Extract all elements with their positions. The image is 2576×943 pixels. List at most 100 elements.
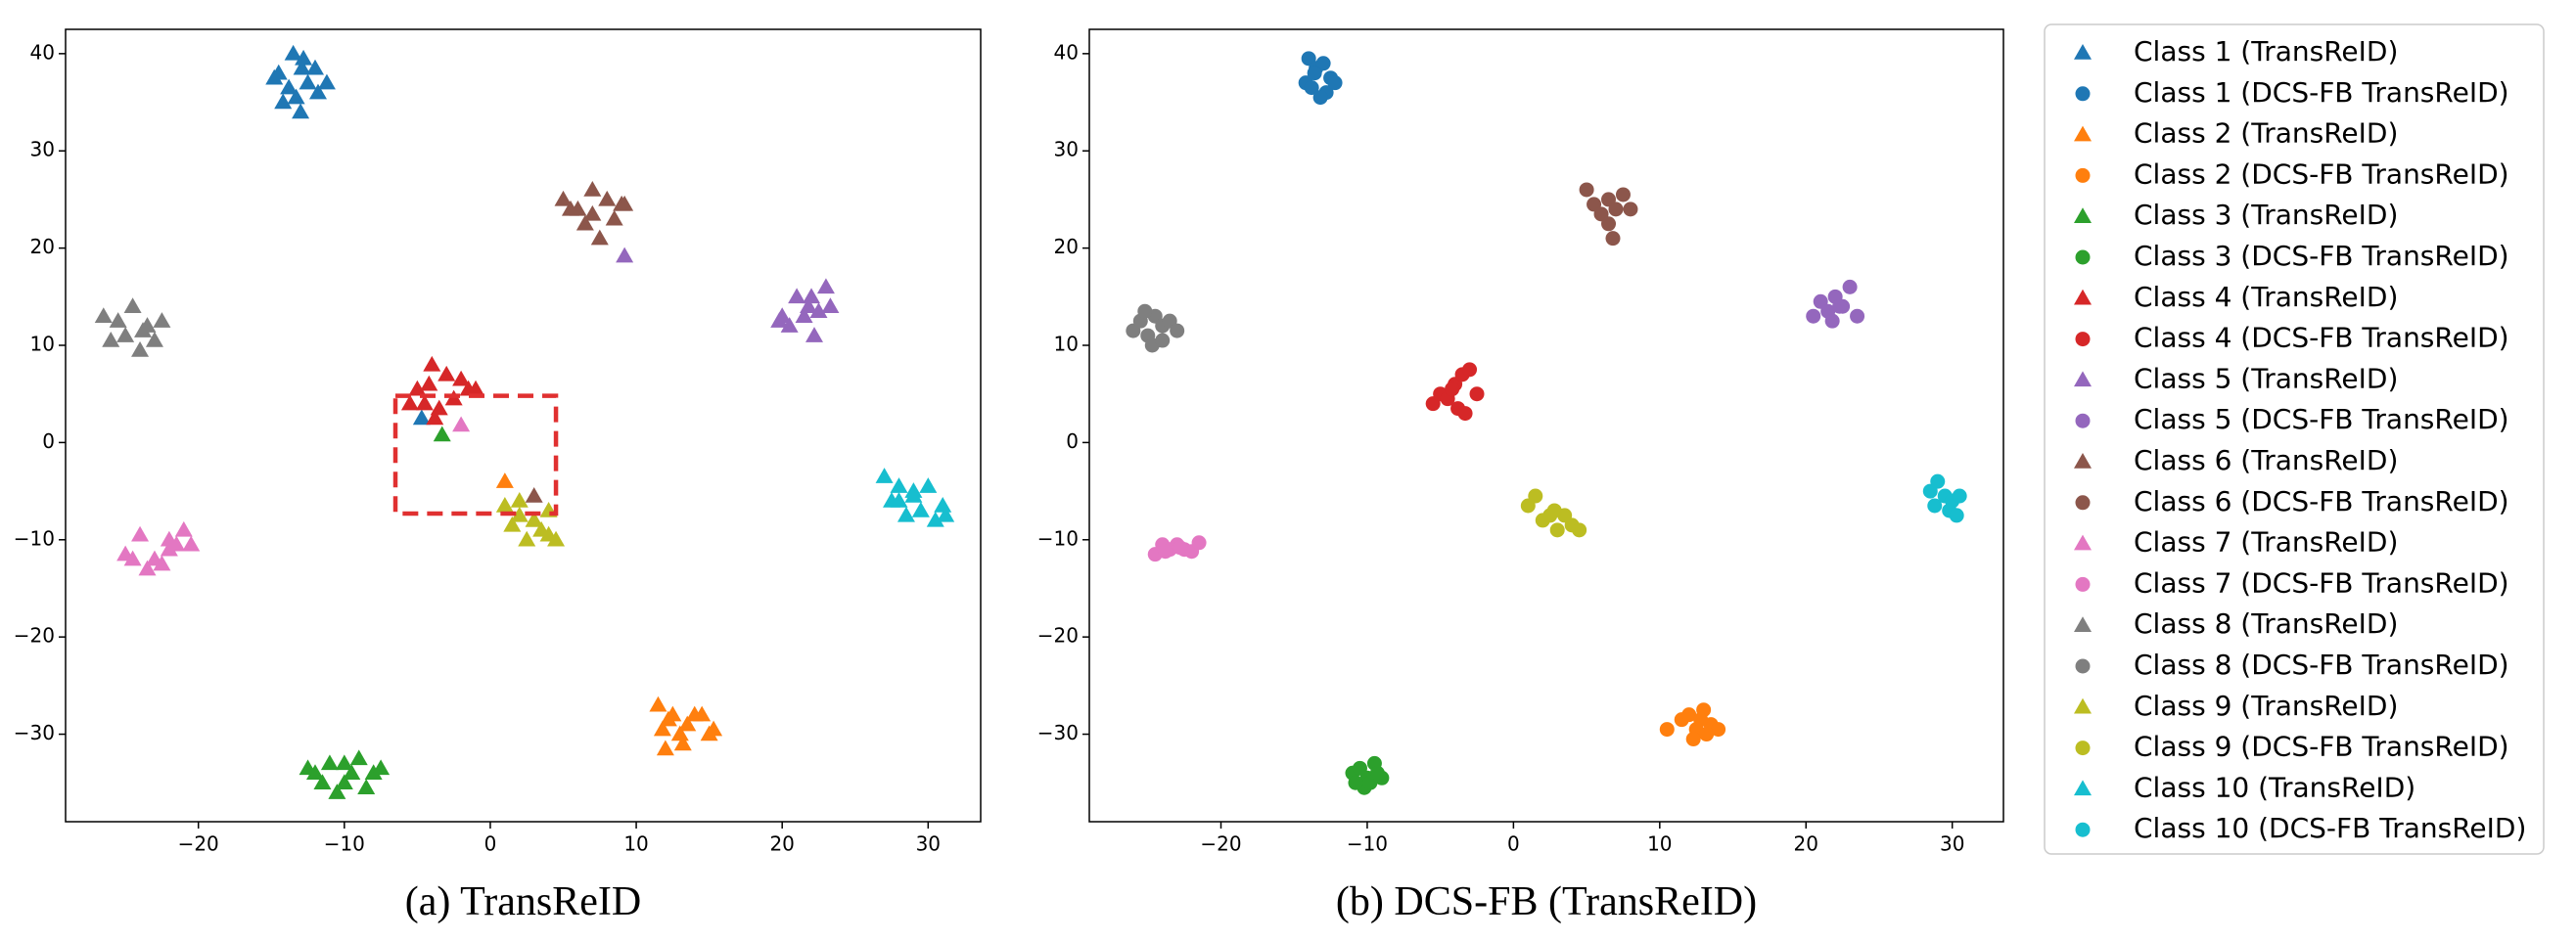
triangle-point <box>265 68 284 85</box>
triangle-point <box>934 496 952 513</box>
triangle-point <box>423 355 441 372</box>
triangle-point <box>102 332 120 347</box>
circle-point <box>1315 56 1331 71</box>
y-tick-label: 40 <box>30 40 55 64</box>
triangle-point <box>649 696 667 712</box>
highlight-box <box>392 393 559 516</box>
triangle-point <box>452 370 471 386</box>
y-tick-label: 0 <box>42 429 55 453</box>
triangle-point <box>805 327 823 342</box>
triangle-point <box>131 525 150 542</box>
legend-label: Class 1 (DCS-FB TransReID) <box>2134 76 2509 109</box>
legend-marker <box>2074 534 2092 551</box>
legend-marker <box>2074 616 2092 632</box>
triangle-point <box>800 297 818 314</box>
triangle-point <box>897 506 915 522</box>
triangle-point <box>890 492 908 508</box>
triangle-point <box>287 88 305 105</box>
triangle-point <box>518 530 536 547</box>
triangle-point <box>284 44 302 61</box>
y-tick-label: 0 <box>1066 429 1079 453</box>
triangle-point <box>890 477 908 493</box>
triangle-point <box>821 297 840 314</box>
triangle-point <box>926 511 944 527</box>
circle-point <box>1842 279 1858 294</box>
caption: (b) DCS-FB (TransReID) <box>1336 879 1757 924</box>
legend-marker <box>2075 658 2091 674</box>
circle-point <box>1711 722 1726 738</box>
triangle-point <box>280 78 299 95</box>
triangle-point <box>131 340 150 357</box>
triangle-point <box>452 416 471 432</box>
circle-point <box>1832 298 1848 314</box>
triangle-point <box>349 749 368 766</box>
x-tick-label: 30 <box>916 832 941 856</box>
circle-point <box>1155 333 1171 348</box>
triangle-point <box>426 409 444 426</box>
y-tick-label: 10 <box>1054 333 1079 356</box>
triangle-point <box>670 725 689 741</box>
y-tick-label: −30 <box>1037 721 1079 744</box>
legend-marker <box>2075 249 2091 265</box>
circle-point <box>1348 775 1363 790</box>
triangle-point <box>656 740 674 756</box>
plot-frame <box>65 28 982 823</box>
circle-point <box>1173 540 1188 556</box>
legend-label: Class 6 (TransReID) <box>2134 444 2398 476</box>
triangle-point <box>678 715 697 732</box>
triangle-point <box>328 784 346 799</box>
legend-label: Class 5 (DCS-FB TransReID) <box>2134 403 2509 435</box>
triangle-point <box>94 307 113 323</box>
triangle-point <box>317 73 336 90</box>
triangle-point <box>433 426 451 442</box>
triangle-point <box>308 83 327 100</box>
triangle-point <box>616 195 634 211</box>
legend-marker <box>2075 413 2091 428</box>
x-tick-label: −10 <box>324 832 365 856</box>
triangle-point <box>525 487 543 503</box>
circle-point <box>1952 488 1967 504</box>
legend-marker <box>2075 576 2091 592</box>
y-tick-label: −20 <box>14 624 55 648</box>
legend-marker <box>2075 741 2091 756</box>
triangle-point <box>320 754 339 771</box>
x-tick-label: 30 <box>1940 832 1964 856</box>
legend-marker <box>2074 780 2092 796</box>
triangle-point <box>153 312 171 328</box>
legend-label: Class 2 (DCS-FB TransReID) <box>2134 157 2509 190</box>
triangle-point <box>495 496 514 513</box>
circle-point <box>1681 707 1697 723</box>
legend-marker <box>2074 125 2092 142</box>
triangle-point <box>605 209 623 226</box>
triangle-point <box>653 720 671 737</box>
triangle-point <box>343 764 361 781</box>
triangle-point <box>693 705 712 722</box>
circle-point <box>1369 765 1385 781</box>
circle-point <box>1623 202 1638 217</box>
triangle-point <box>503 516 522 532</box>
circle-point <box>1579 182 1594 198</box>
circle-point <box>1158 544 1173 560</box>
triangle-point <box>616 247 634 263</box>
y-tick-label: −10 <box>14 526 55 550</box>
legend-label: Class 7 (TransReID) <box>2134 526 2398 559</box>
triangle-point <box>123 550 142 566</box>
triangle-point <box>357 779 376 794</box>
triangle-point <box>575 214 594 231</box>
triangle-point <box>420 375 438 391</box>
legend-label: Class 9 (DCS-FB TransReID) <box>2134 731 2509 763</box>
legend-label: Class 1 (TransReID) <box>2134 35 2398 67</box>
triangle-point <box>590 229 609 246</box>
triangle-point <box>875 468 894 483</box>
triangle-point <box>160 540 178 557</box>
triangle-point <box>109 312 127 328</box>
x-tick-label: −20 <box>178 832 219 856</box>
y-tick-label: −10 <box>1037 526 1079 550</box>
legend-marker <box>2074 289 2092 305</box>
triangle-point <box>408 380 427 396</box>
circle-point <box>1469 386 1485 402</box>
triangle-point <box>510 492 529 508</box>
legend-marker <box>2074 697 2092 714</box>
triangle-point <box>809 302 828 318</box>
